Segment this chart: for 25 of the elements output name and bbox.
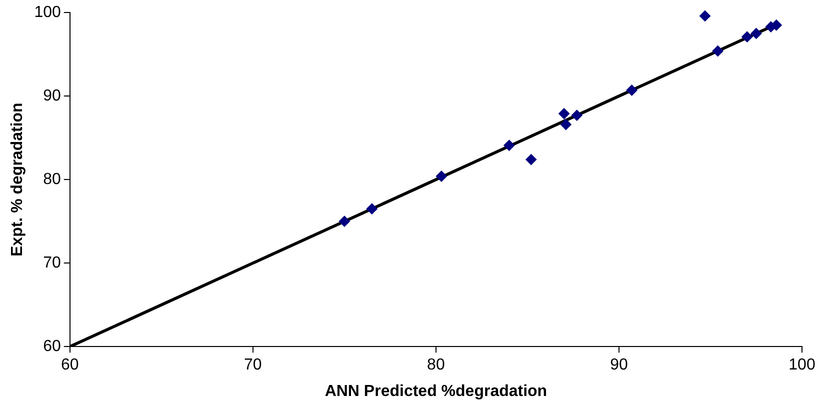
- point: [504, 140, 515, 151]
- y-axis-title: Expt. % degradation: [9, 102, 26, 256]
- point: [742, 31, 753, 42]
- point: [750, 28, 762, 39]
- point: [558, 108, 570, 120]
- y-tick-label: 80: [43, 171, 61, 188]
- x-tick-label: 60: [60, 356, 79, 374]
- y-tick-label: 70: [43, 254, 61, 272]
- y-tick-label: 60: [43, 338, 61, 356]
- point: [712, 46, 724, 57]
- x-tick-label: 100: [788, 356, 816, 374]
- point: [526, 154, 537, 166]
- point: [571, 110, 582, 121]
- x-tick-label: 70: [244, 356, 262, 374]
- x-axis-title: ANN Predicted %degradation: [324, 382, 548, 400]
- y-tick-label: 90: [43, 88, 61, 105]
- point: [626, 84, 638, 96]
- x-tick-label: 80: [427, 356, 445, 374]
- point: [436, 170, 447, 182]
- y-tick-label: 100: [34, 4, 61, 22]
- point: [699, 10, 710, 22]
- point: [560, 118, 572, 130]
- point: [366, 203, 378, 214]
- x-tick-label: 90: [610, 356, 628, 374]
- point: [338, 216, 350, 227]
